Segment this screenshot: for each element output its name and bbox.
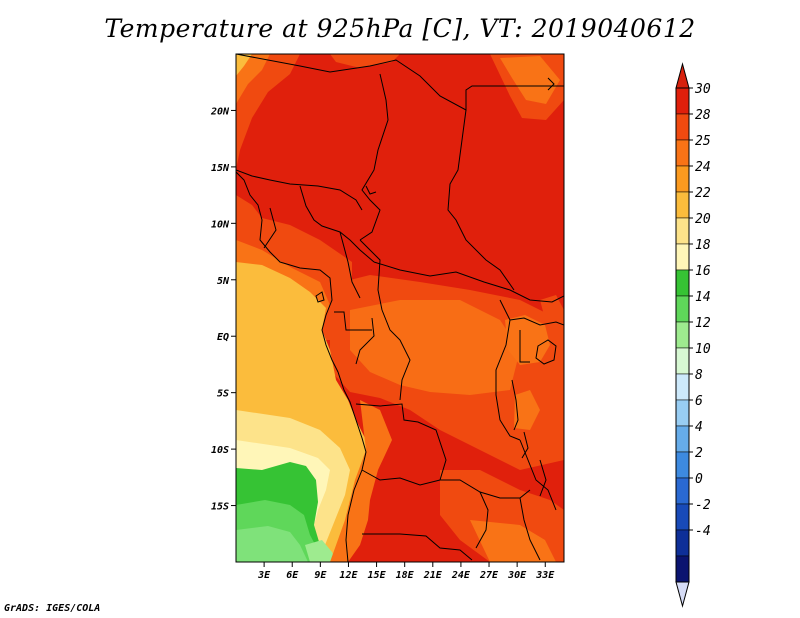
- colorbar-swatch: [675, 503, 690, 531]
- colorbar-label: 24: [695, 160, 711, 175]
- y-tick-label: 10S: [211, 445, 229, 456]
- colorbar-label: 0: [695, 472, 703, 487]
- axis-ticks: 3E 6E 9E 12E 15E 18E 21E 24E 27E 30E 33E 20N 15N 10N 5…: [210, 106, 555, 581]
- colorbar-label: 2: [695, 446, 703, 461]
- x-tick-label: 27E: [479, 570, 499, 581]
- lakes: [315, 185, 557, 497]
- colorbar-swatch: [675, 373, 690, 401]
- colorbar-label: 30: [694, 82, 711, 97]
- colorbar-swatch: [675, 113, 690, 141]
- colorbar-swatch: [675, 529, 690, 557]
- colorbar-label: 18: [695, 238, 711, 253]
- x-tick-label: 24E: [451, 570, 471, 581]
- colorbar-label: -4: [695, 524, 711, 539]
- colorbar-label: 14: [695, 290, 711, 305]
- x-tick-label: 33E: [535, 570, 555, 581]
- colorbar-label: 4: [695, 420, 703, 435]
- y-tick-label: EQ: [217, 332, 229, 343]
- y-tick-label: 20N: [210, 106, 230, 117]
- y-tick-label: 10N: [211, 219, 230, 230]
- x-tick-label: 9E: [314, 570, 327, 581]
- x-tick-label: 12E: [339, 570, 358, 581]
- country-borders: [236, 54, 564, 562]
- x-tick-label: 6E: [286, 570, 299, 581]
- x-tick-label: 30E: [507, 570, 527, 581]
- colorbar-swatch: [675, 555, 690, 583]
- colorbar-label: 8: [695, 368, 703, 383]
- colorbar-swatch: [675, 399, 690, 427]
- colorbar-label: 28: [695, 108, 711, 123]
- temperature-field: [236, 54, 564, 562]
- colorbar-swatch: [675, 321, 690, 349]
- colorbar-swatch: [675, 165, 690, 193]
- colorbar-label: 16: [695, 264, 711, 279]
- x-tick-label: 15E: [368, 570, 387, 581]
- colorbar-label: 22: [695, 186, 711, 201]
- x-tick-label: 18E: [396, 570, 415, 581]
- y-tick-label: 15N: [211, 163, 230, 174]
- colorbar-bottom-arrow: [675, 581, 690, 608]
- y-tick-label: 15S: [211, 502, 229, 513]
- x-tick-label: 3E: [257, 570, 271, 581]
- x-tick-label: 21E: [423, 570, 443, 581]
- colorbar-label: 10: [695, 342, 711, 357]
- y-tick-label: 5S: [217, 389, 229, 400]
- colorbar-swatch: [675, 347, 690, 375]
- colorbar-top-arrow: [675, 62, 690, 89]
- chart-title: Temperature at 925hPa [C], VT: 201904061…: [104, 14, 696, 43]
- colorbar-swatch: [675, 217, 690, 245]
- colorbar-swatch: [675, 451, 690, 479]
- colorbar-swatch: [675, 87, 690, 115]
- colorbar-swatch: [675, 295, 690, 323]
- colorbar-swatch: [675, 269, 690, 297]
- colorbar-label: 20: [695, 212, 711, 227]
- colorbar-label: 25: [695, 134, 711, 149]
- colorbar-swatch: [675, 139, 690, 167]
- colorbar-swatch: [675, 243, 690, 271]
- colorbar-label: 6: [695, 394, 703, 409]
- y-tick-label: 5N: [217, 276, 230, 287]
- colorbar-swatch: [675, 191, 690, 219]
- colorbar-swatch: [675, 477, 690, 505]
- footer-credit: GrADS: IGES/COLA: [4, 603, 101, 614]
- colorbar-label: -2: [695, 498, 711, 513]
- map-frame: [235, 53, 565, 563]
- colorbar-label: 12: [695, 316, 711, 331]
- colorbar-swatch: [675, 425, 690, 453]
